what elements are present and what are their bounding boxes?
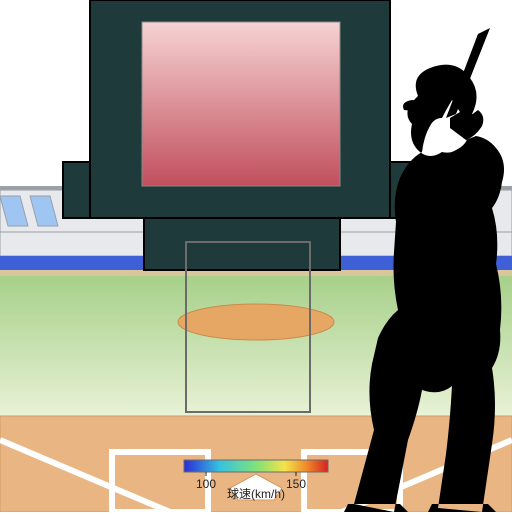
- pitch-location-chart: 100 150 球速(km/h): [0, 0, 512, 512]
- scoreboard-screen: [142, 22, 340, 186]
- legend-colorbar: [184, 460, 328, 472]
- scoreboard-wing-left: [63, 162, 90, 218]
- legend-label: 球速(km/h): [227, 487, 285, 501]
- legend-tick-label: 150: [286, 477, 306, 491]
- legend-tick-label: 100: [196, 477, 216, 491]
